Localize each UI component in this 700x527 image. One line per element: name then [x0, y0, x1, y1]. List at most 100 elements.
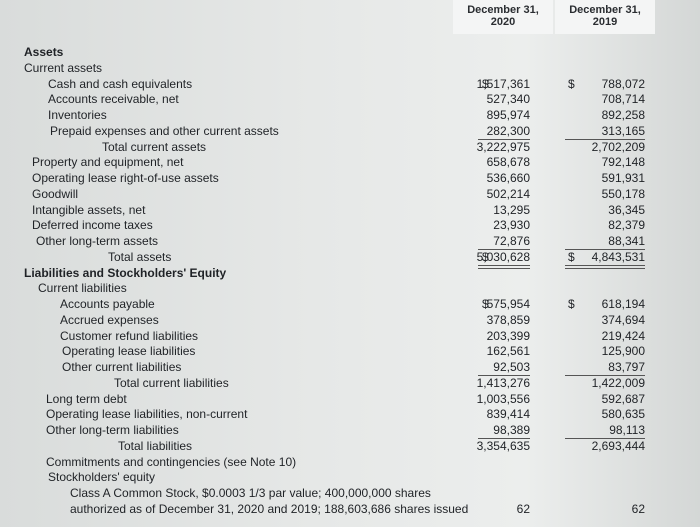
row-label: authorized as of December 31, 2020 and 2…	[70, 501, 469, 516]
row-label: Other long-term liabilities	[46, 423, 179, 437]
currency: $	[482, 76, 489, 91]
value-2020: 92,503	[493, 360, 530, 374]
value-2020: 282,300	[486, 123, 530, 138]
value-2019: 219,424	[601, 328, 645, 343]
row-label: Property and equipment, net	[32, 155, 184, 170]
value-2020: 895,974	[486, 108, 530, 122]
header-line: 2020	[490, 16, 516, 28]
row-label: Prepaid expenses and other current asset…	[50, 123, 279, 138]
value-2020: 162,561	[486, 344, 530, 359]
header-line: December 31,	[467, 4, 539, 16]
rule	[565, 267, 645, 269]
row-label: Current assets	[24, 60, 103, 75]
row-label: Commitments and contingencies (see Note …	[46, 454, 297, 469]
row-label: Assets	[24, 45, 64, 59]
value-2019: 580,635	[601, 407, 645, 422]
row-label: Customer refund liabilities	[60, 328, 199, 343]
rule	[565, 438, 645, 439]
rule	[478, 375, 530, 376]
rule	[565, 249, 645, 250]
value-2020: 839,414	[486, 407, 530, 422]
row-label: Operating lease right-of-use assets	[32, 171, 219, 185]
value-2019: 62	[631, 501, 645, 516]
header-line: 2019	[592, 16, 618, 28]
value-2020: 5,030,628	[476, 249, 530, 264]
rule	[565, 375, 645, 376]
value-2020: 658,678	[486, 155, 530, 170]
row-label: Current liabilities	[38, 281, 127, 296]
value-2019: 591,931	[601, 171, 645, 185]
value-2019: 2,693,444	[591, 438, 645, 453]
value-2019: 4,843,531	[591, 249, 645, 264]
value-2020: 72,876	[493, 234, 530, 248]
rule	[478, 249, 530, 250]
value-2020: 502,214	[486, 186, 530, 201]
currency: $	[482, 249, 489, 264]
value-2020: 378,859	[486, 312, 530, 327]
value-2020: 527,340	[486, 92, 530, 107]
value-2019: 618,194	[601, 297, 645, 311]
rule	[478, 138, 530, 140]
value-2019: 792,148	[601, 155, 645, 170]
value-2020: 62	[516, 501, 530, 516]
rule	[478, 438, 530, 439]
row-label: Class A Common Stock, $0.0003 1/3 par va…	[70, 486, 431, 500]
value-2020: 98,389	[493, 423, 530, 437]
rule	[565, 138, 645, 140]
row-label: Operating lease liabilities	[62, 344, 196, 359]
row-label: Total current liabilities	[114, 375, 229, 390]
column-header: December 31, 2020	[453, 0, 553, 34]
value-2019: 2,702,209	[591, 139, 645, 154]
value-2019: 313,165	[601, 123, 645, 138]
row-label: Operating lease liabilities, non-current	[46, 407, 248, 422]
row-label: Liabilities and Stockholders' Equity	[24, 265, 227, 280]
value-2019: 88,341	[608, 234, 645, 248]
rule	[478, 267, 530, 269]
value-2020: 23,930	[493, 218, 530, 233]
header-line: December 31,	[569, 4, 641, 16]
column-header: December 31, 2019	[555, 0, 655, 34]
currency: $	[482, 297, 489, 311]
value-2019: 374,694	[601, 312, 645, 327]
row-label: Intangible assets, net	[32, 202, 146, 217]
rule	[565, 264, 645, 266]
currency: $	[568, 76, 575, 91]
row-label: Deferred income taxes	[32, 218, 153, 233]
value-2019: 82,379	[608, 218, 645, 233]
value-2020: 13,295	[493, 202, 530, 217]
value-2019: 98,113	[609, 423, 645, 437]
row-label: Total liabilities	[118, 438, 193, 453]
value-2020: 575,954	[486, 297, 530, 311]
value-2020: 536,660	[486, 171, 530, 185]
value-2019: 892,258	[601, 108, 645, 122]
row-label: Other current liabilities	[62, 360, 182, 374]
value-2020: 3,354,635	[476, 438, 530, 453]
currency: $	[568, 249, 575, 264]
currency: $	[568, 297, 575, 311]
row-label: Total current assets	[102, 139, 207, 154]
value-2019: 708,714	[601, 92, 645, 107]
value-2019: 592,687	[601, 391, 645, 406]
value-2020: 1,517,361	[476, 76, 530, 91]
row-label: Total assets	[108, 249, 172, 264]
value-2020: 1,003,556	[476, 391, 530, 406]
row-label: Stockholders' equity	[48, 470, 156, 485]
row-label: Cash and cash equivalents	[48, 76, 193, 91]
value-2019: 788,072	[601, 76, 645, 91]
row-label: Accounts payable	[60, 297, 155, 311]
row-label: Accrued expenses	[60, 312, 159, 327]
value-2020: 203,399	[486, 328, 530, 343]
value-2019: 550,178	[601, 186, 645, 201]
value-2019: 1,422,009	[591, 375, 645, 390]
value-2019: 36,345	[608, 202, 645, 217]
row-label: Accounts receivable, net	[48, 92, 179, 107]
value-2020: 3,222,975	[476, 139, 530, 154]
value-2019: 125,900	[601, 344, 645, 359]
rule	[478, 264, 530, 266]
row-label: Other long-term assets	[36, 234, 159, 248]
row-label: Inventories	[48, 108, 107, 122]
row-label: Long term debt	[46, 391, 127, 406]
row-label: Goodwill	[32, 186, 79, 201]
value-2019: 83,797	[608, 360, 645, 374]
